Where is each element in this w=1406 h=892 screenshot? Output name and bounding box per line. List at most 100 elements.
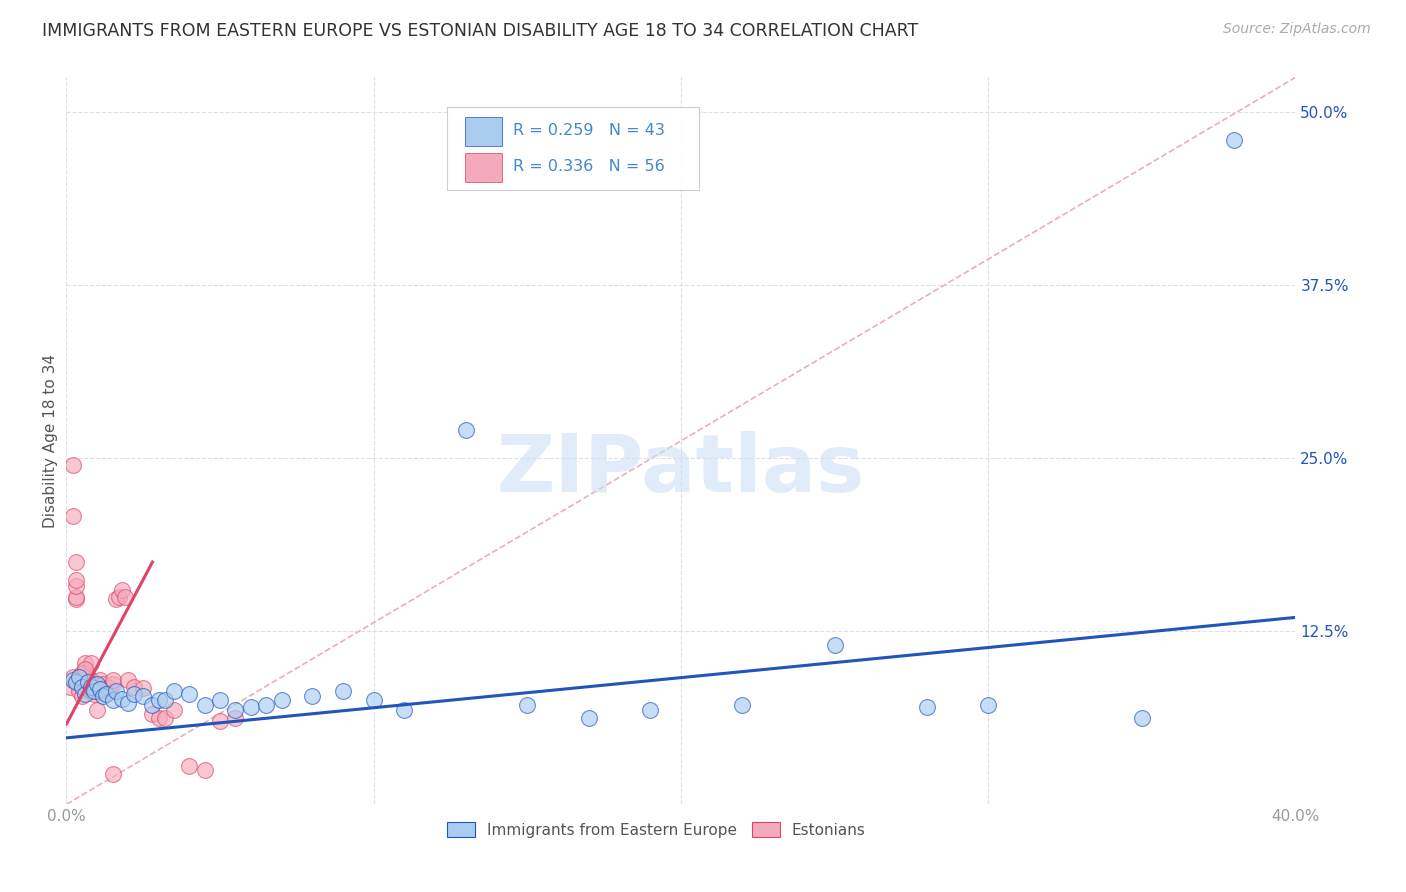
Point [111, 692, 134, 706]
Point [62, 673, 84, 687]
Point [454, 424, 477, 438]
Point [70, 678, 93, 692]
Point [83, 683, 105, 698]
Point [270, 693, 292, 707]
Point [101, 767, 124, 781]
Point [73, 663, 96, 677]
Point [62, 458, 84, 472]
Point [70, 665, 93, 680]
Point [86, 681, 108, 695]
Point [65, 590, 87, 604]
FancyBboxPatch shape [447, 106, 699, 190]
Point [915, 700, 938, 714]
Point [1130, 711, 1153, 725]
Point [301, 690, 323, 704]
Point [117, 673, 139, 687]
Point [132, 681, 155, 695]
Point [91, 677, 114, 691]
Point [96, 687, 118, 701]
Point [73, 687, 96, 701]
Point [65, 573, 87, 587]
Point [70, 690, 93, 704]
Point [73, 665, 96, 680]
Point [194, 763, 217, 777]
Point [122, 680, 145, 694]
Point [141, 698, 163, 712]
Point [62, 509, 84, 524]
Point [578, 711, 600, 725]
Point [65, 592, 87, 607]
Point [153, 693, 176, 707]
Point [83, 680, 105, 694]
Point [83, 687, 105, 701]
Point [394, 703, 416, 717]
Point [70, 673, 93, 687]
Point [114, 590, 136, 604]
Point [98, 681, 121, 695]
Point [194, 698, 217, 712]
Point [332, 683, 354, 698]
Point [62, 670, 84, 684]
Point [91, 681, 114, 695]
Text: ZIPatlas: ZIPatlas [496, 431, 865, 509]
Point [132, 690, 155, 704]
Point [77, 680, 100, 694]
Point [209, 714, 232, 729]
Point [101, 673, 124, 687]
FancyBboxPatch shape [464, 117, 502, 145]
Point [516, 698, 538, 712]
Point [104, 683, 127, 698]
Text: R = 0.259   N = 43: R = 0.259 N = 43 [513, 123, 665, 138]
Point [73, 656, 96, 670]
Legend: Immigrants from Eastern Europe, Estonians: Immigrants from Eastern Europe, Estonian… [441, 815, 872, 844]
Point [77, 675, 100, 690]
Point [67, 683, 90, 698]
Point [101, 677, 124, 691]
Point [86, 683, 108, 698]
Point [86, 677, 108, 691]
Point [91, 690, 114, 704]
Point [148, 711, 170, 725]
Point [67, 670, 90, 684]
Point [163, 683, 186, 698]
Point [65, 555, 87, 569]
Point [80, 683, 103, 698]
Point [67, 670, 90, 684]
Point [977, 698, 1000, 712]
Point [111, 582, 134, 597]
Point [86, 703, 108, 717]
Point [89, 673, 111, 687]
Point [77, 670, 100, 684]
Text: Source: ZipAtlas.com: Source: ZipAtlas.com [1223, 22, 1371, 37]
Point [824, 638, 846, 652]
Point [363, 693, 385, 707]
Text: R = 0.336   N = 56: R = 0.336 N = 56 [513, 160, 664, 174]
Point [224, 711, 246, 725]
Point [638, 703, 661, 717]
Text: IMMIGRANTS FROM EASTERN EUROPE VS ESTONIAN DISABILITY AGE 18 TO 34 CORRELATION C: IMMIGRANTS FROM EASTERN EUROPE VS ESTONI… [42, 22, 918, 40]
Point [179, 687, 201, 701]
Point [89, 682, 111, 697]
Point [89, 683, 111, 698]
Point [65, 675, 87, 690]
Point [104, 592, 127, 607]
Point [80, 680, 103, 694]
Point [141, 707, 163, 722]
Point [101, 693, 124, 707]
Point [731, 698, 754, 712]
Point [153, 711, 176, 725]
FancyBboxPatch shape [464, 153, 502, 182]
Point [122, 687, 145, 701]
Point [80, 673, 103, 687]
Point [117, 696, 139, 710]
Point [224, 703, 246, 717]
Point [179, 758, 201, 772]
Point [65, 578, 87, 592]
Point [70, 680, 93, 694]
Point [96, 687, 118, 701]
Point [107, 590, 129, 604]
Point [209, 693, 232, 707]
Point [1223, 133, 1246, 147]
Point [58, 680, 80, 694]
Point [73, 662, 96, 676]
